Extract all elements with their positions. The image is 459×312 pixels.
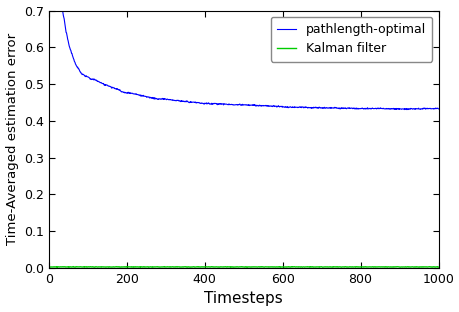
pathlength-optimal <box>203 101 209 105</box>
Kalman filter <box>87 265 92 269</box>
Kalman filter <box>218 265 224 269</box>
Kalman filter <box>435 265 440 269</box>
Kalman filter <box>46 265 52 269</box>
Line: pathlength-optimal: pathlength-optimal <box>49 0 437 110</box>
pathlength-optimal <box>349 107 355 110</box>
pathlength-optimal <box>313 106 319 110</box>
Line: Kalman filter: Kalman filter <box>49 266 437 267</box>
pathlength-optimal <box>218 102 223 105</box>
Kalman filter <box>70 265 76 268</box>
Kalman filter <box>54 266 59 269</box>
Kalman filter <box>357 265 363 269</box>
pathlength-optimal <box>86 76 92 80</box>
pathlength-optimal <box>356 107 362 110</box>
Kalman filter <box>314 265 319 269</box>
X-axis label: Timesteps: Timesteps <box>204 291 282 306</box>
Y-axis label: Time-Averaged estimation error: Time-Averaged estimation error <box>6 33 18 245</box>
Legend: pathlength-optimal, Kalman filter: pathlength-optimal, Kalman filter <box>270 17 431 61</box>
pathlength-optimal <box>403 108 409 112</box>
pathlength-optimal <box>435 107 440 111</box>
Kalman filter <box>350 265 356 269</box>
Kalman filter <box>204 265 210 269</box>
